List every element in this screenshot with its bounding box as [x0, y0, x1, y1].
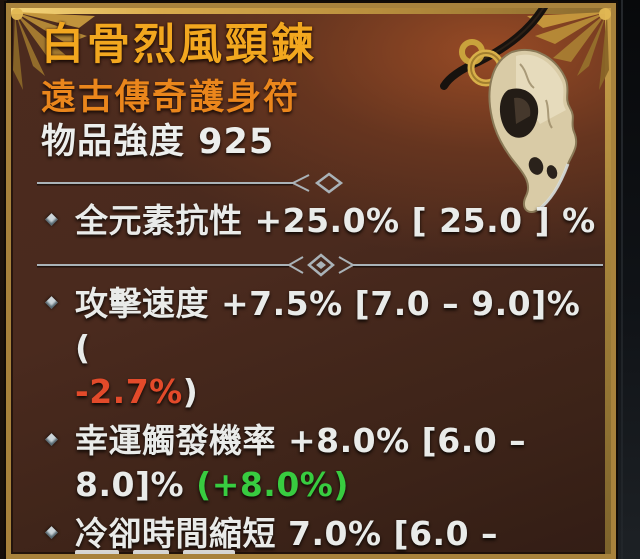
section-divider-half-icon: [37, 172, 344, 194]
stat-text: 幸運觸發機率 +8.0% [6.0 –8.0]% (+8.0%): [75, 421, 527, 504]
tooltip-border-top: [11, 8, 611, 14]
stat-row: 攻擊速度 +7.5% [7.0 – 9.0]% (-2.7%): [41, 282, 597, 414]
diamond-bullet-icon: [45, 213, 58, 226]
clipped-next-line-remnant: [75, 550, 265, 554]
stat-text: 攻擊速度 +7.5% [7.0 – 9.0]% (-2.7%): [75, 284, 581, 411]
stat-row: 全元素抗性 +25.0% [ 25.0 ] %: [41, 199, 597, 243]
tooltip-border-right: [605, 8, 611, 554]
stat-section-inherent: 全元素抗性 +25.0% [ 25.0 ] %: [41, 199, 597, 243]
stat-text: 全元素抗性 +25.0% [ 25.0 ] %: [75, 201, 596, 240]
diamond-bullet-icon: [45, 296, 58, 309]
stat-row: 冷卻時間縮短 7.0% [6.0 – 8.0]% (-10.6%): [41, 512, 597, 554]
corner-fan-ornament-icon: [527, 8, 611, 90]
item-tooltip: 白骨烈風頸鍊 遠古傳奇護身符 物品強度 925 全元素抗性 +25.0% [ 2…: [6, 3, 616, 559]
bone-skull-amulet-icon: [440, 8, 578, 214]
diamond-bullet-icon: [45, 433, 58, 446]
diamond-bullet-icon: [45, 526, 58, 539]
item-name: 白骨烈風頸鍊: [41, 20, 317, 70]
section-divider-full-icon: [37, 253, 603, 277]
item-power-level: 物品強度 925: [41, 122, 275, 162]
stat-section-affixes: 攻擊速度 +7.5% [7.0 – 9.0]% (-2.7%) 幸運觸發機率 +8…: [41, 282, 597, 554]
stat-text: 冷卻時間縮短 7.0% [6.0 – 8.0]% (-10.6%): [75, 514, 499, 553]
screen-bezel-right: [618, 0, 640, 559]
tooltip-content: 白骨烈風頸鍊 遠古傳奇護身符 物品強度 925 全元素抗性 +25.0% [ 2…: [11, 8, 611, 554]
screen-bezel-left: [0, 0, 7, 559]
item-type-line: 遠古傳奇護身符: [41, 78, 301, 118]
corner-fan-ornament-icon: [11, 8, 95, 90]
stat-row: 幸運觸發機率 +8.0% [6.0 –8.0]% (+8.0%): [41, 419, 597, 507]
